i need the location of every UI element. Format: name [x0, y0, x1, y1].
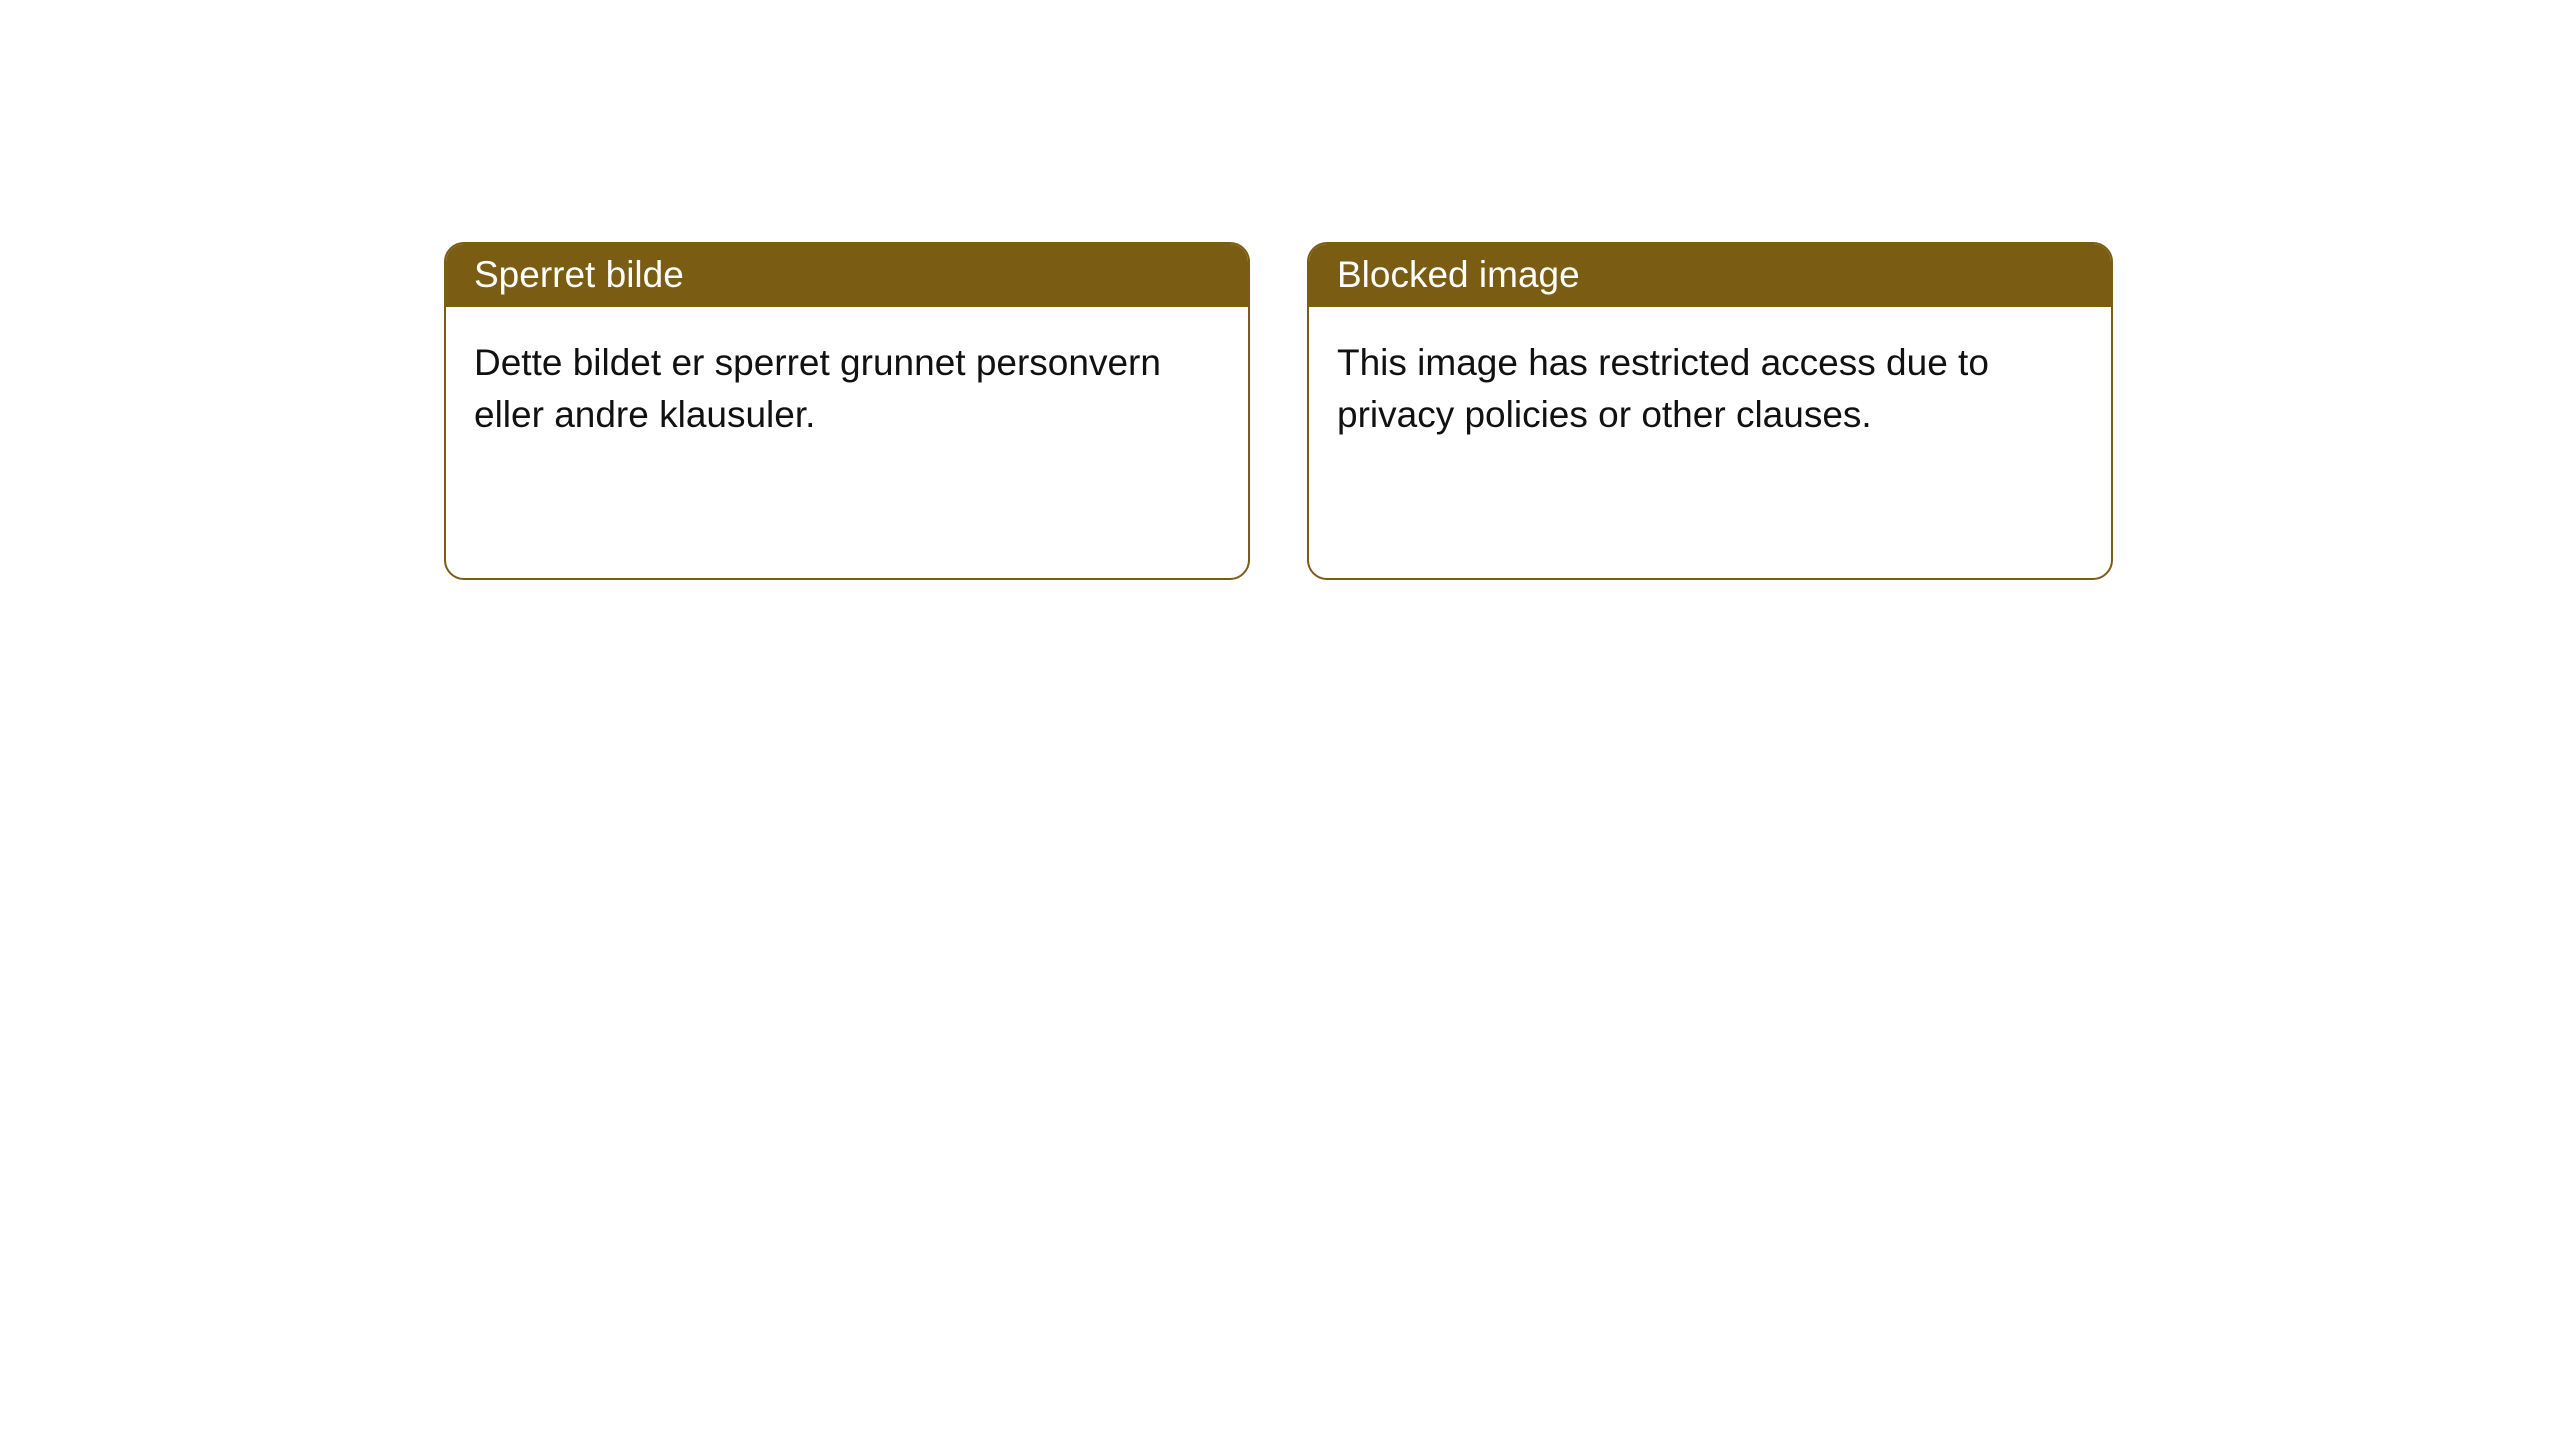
card-blocked-image-en: Blocked image This image has restricted …: [1307, 242, 2113, 580]
card-blocked-image-no: Sperret bilde Dette bildet er sperret gr…: [444, 242, 1250, 580]
page-root: Sperret bilde Dette bildet er sperret gr…: [0, 0, 2560, 1440]
card-body: Dette bildet er sperret grunnet personve…: [446, 307, 1248, 461]
cards-row: Sperret bilde Dette bildet er sperret gr…: [444, 242, 2113, 580]
card-body: This image has restricted access due to …: [1309, 307, 2111, 461]
card-header: Blocked image: [1309, 244, 2111, 307]
card-header: Sperret bilde: [446, 244, 1248, 307]
